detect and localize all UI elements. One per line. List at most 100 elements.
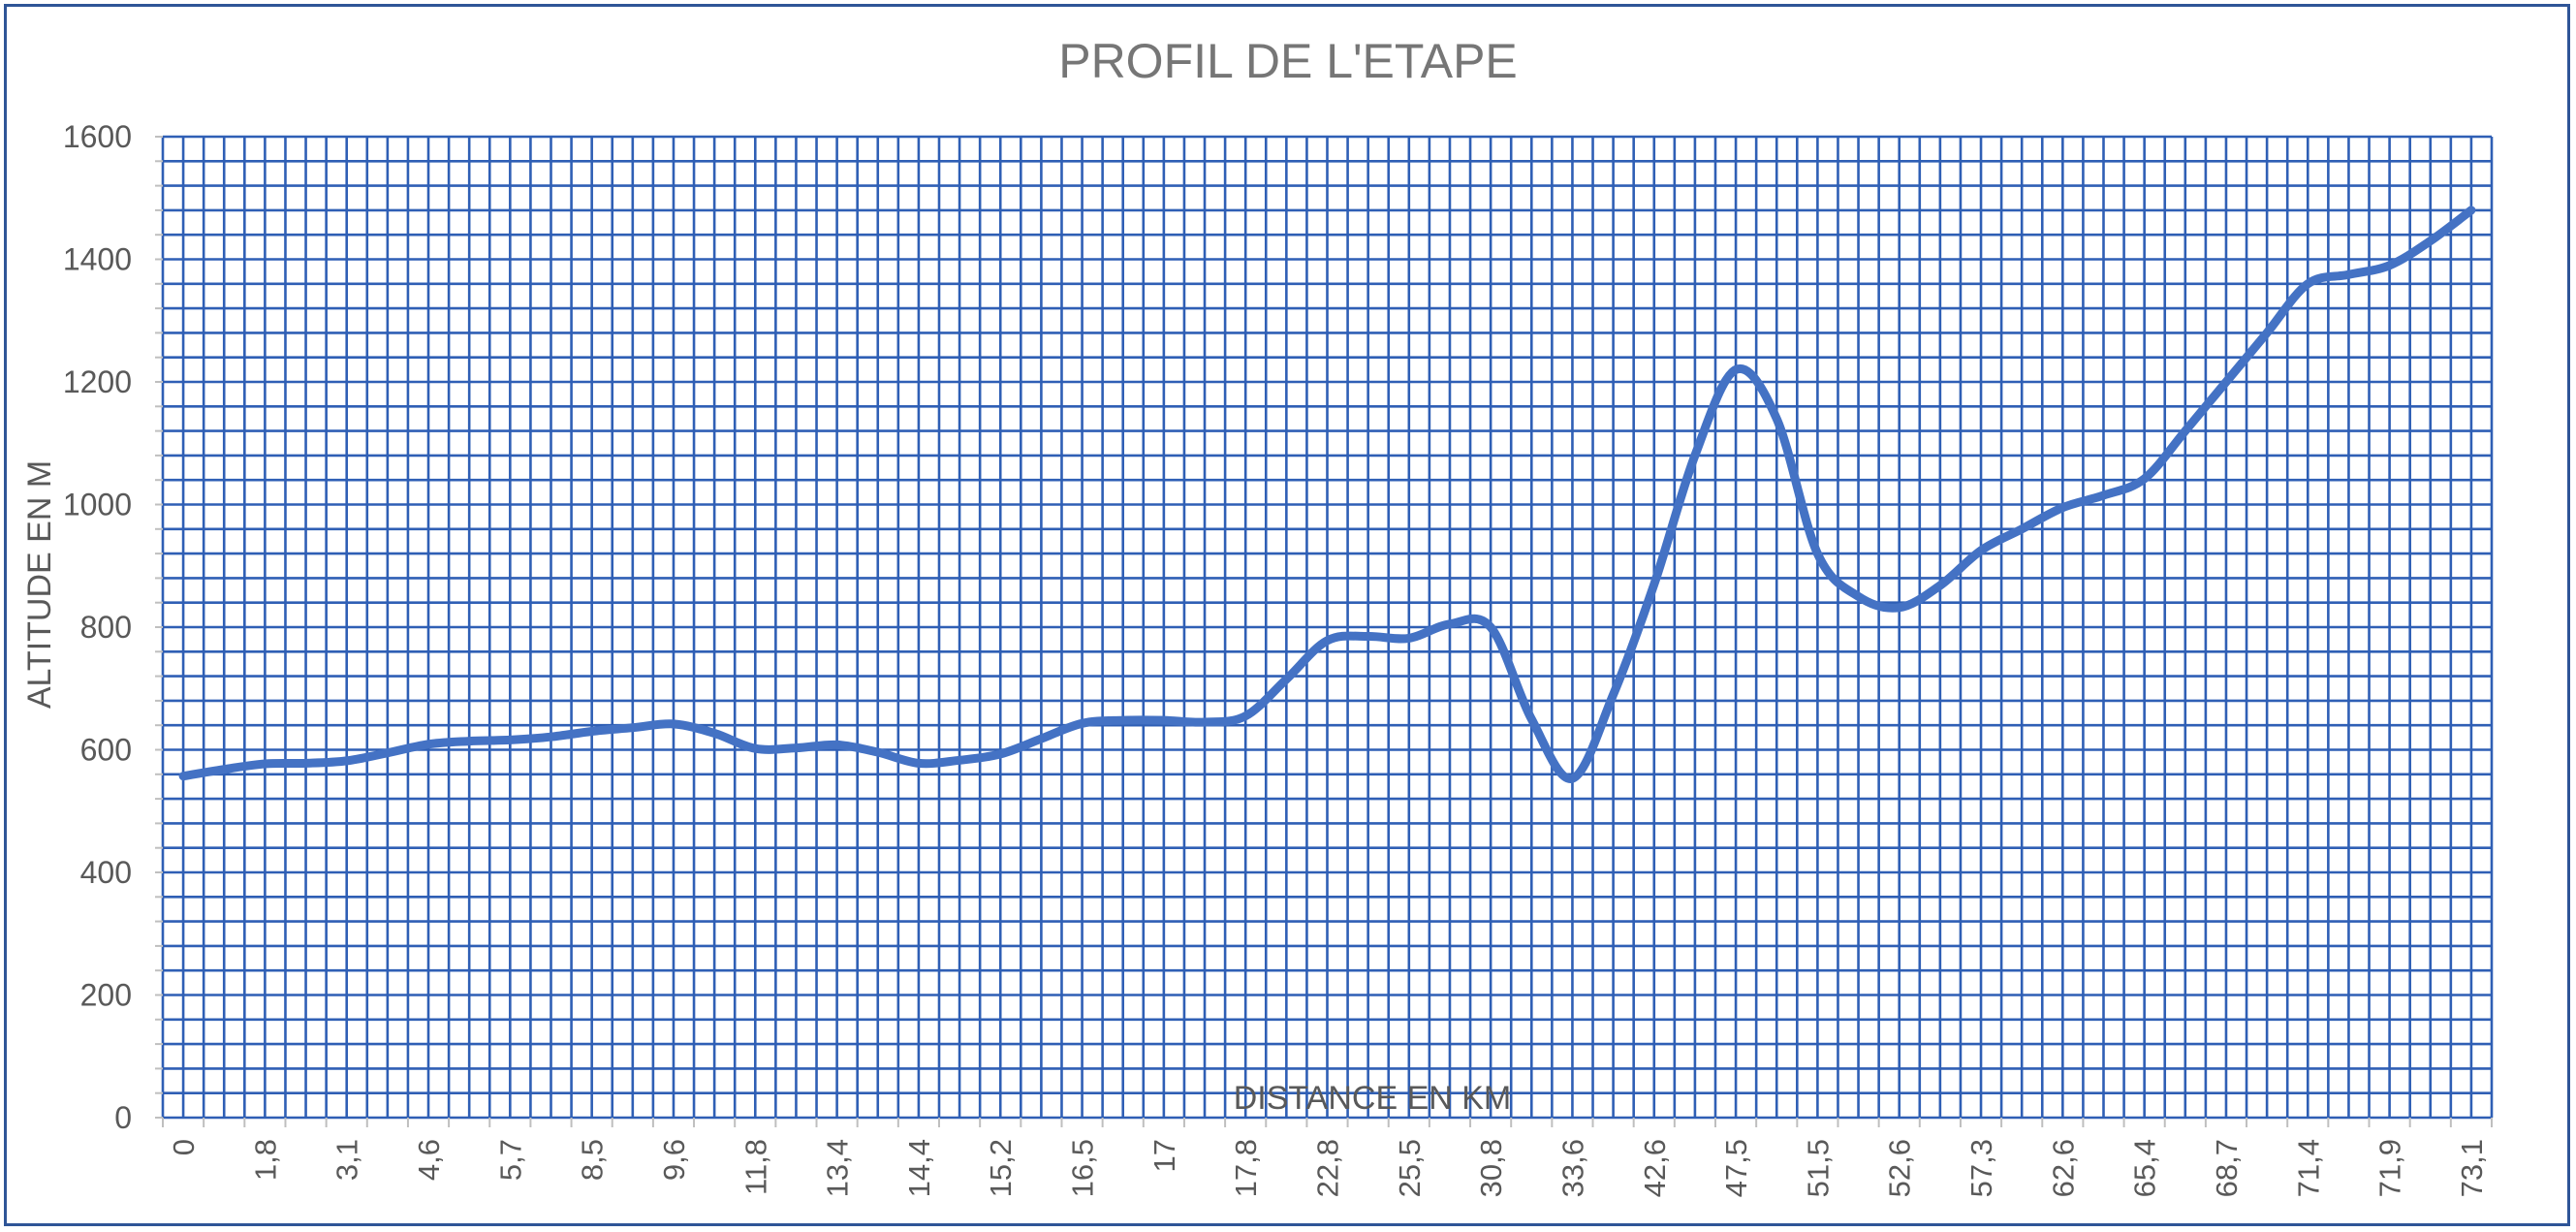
data-point	[220, 766, 228, 774]
x-tick-label: 11,8	[738, 1139, 772, 1195]
x-tick-label: 25,5	[1393, 1139, 1427, 1197]
data-point	[956, 756, 963, 764]
data-point	[1977, 547, 1985, 554]
data-point	[1282, 676, 1290, 683]
x-tick-label: 16,5	[1066, 1139, 1100, 1197]
data-point	[751, 744, 759, 752]
y-tick-label: 1200	[63, 364, 132, 399]
data-point	[1568, 774, 1576, 782]
data-point	[833, 741, 841, 748]
data-point	[2182, 427, 2189, 435]
data-point	[465, 738, 473, 745]
data-point	[1773, 415, 1780, 423]
x-tick-label: 57,3	[1964, 1139, 1998, 1197]
series-line-altitude	[178, 205, 2476, 783]
data-point	[2058, 504, 2066, 512]
x-tick-label: 15,2	[984, 1139, 1018, 1197]
x-tick-label: 14,4	[902, 1139, 936, 1197]
x-tick-label: 1,8	[248, 1139, 282, 1181]
data-point	[2018, 525, 2026, 533]
data-point	[1405, 634, 1413, 642]
data-point	[915, 759, 923, 767]
data-point	[1691, 452, 1699, 459]
x-tick-label: 62,6	[2046, 1139, 2080, 1197]
data-point	[710, 729, 718, 737]
x-tick-label: 22,8	[1311, 1139, 1345, 1197]
data-point	[1936, 582, 1944, 589]
data-point	[548, 733, 555, 741]
y-axis-label: ALTITUDE EN M	[21, 460, 58, 709]
data-point	[2304, 280, 2311, 288]
data-point	[1365, 633, 1372, 641]
x-tick-label: 8,5	[576, 1139, 610, 1181]
y-tick-label: 800	[80, 610, 132, 645]
data-point	[670, 720, 677, 728]
data-point	[506, 736, 514, 743]
y-tick-label: 1400	[63, 242, 132, 277]
data-point	[1813, 550, 1821, 557]
x-tick-label: 68,7	[2210, 1139, 2244, 1197]
data-point	[1855, 592, 1863, 600]
data-point	[343, 757, 351, 765]
data-point	[179, 773, 187, 780]
data-point	[1896, 604, 1903, 612]
data-point	[2222, 378, 2230, 386]
x-tick-label: 47,5	[1719, 1139, 1753, 1197]
data-point	[1610, 691, 1618, 699]
data-point	[1201, 718, 1209, 726]
data-point	[424, 741, 432, 748]
data-point	[1119, 716, 1127, 724]
x-axis-tick-labels: 0 1,8 3,1 4,6 5,7 8,5 9,6 11,8 13,4 14,4 15,2 16,5 1…	[167, 1139, 2489, 1197]
y-tick-label: 0	[114, 1100, 132, 1135]
x-tick-label: 30,8	[1474, 1139, 1508, 1197]
data-point	[2263, 329, 2271, 336]
x-tick-label: 33,6	[1555, 1139, 1589, 1197]
x-tick-label: 42,6	[1638, 1139, 1672, 1197]
data-point	[1324, 637, 1332, 645]
y-tick-label: 200	[80, 978, 132, 1013]
y-tick-label: 400	[80, 855, 132, 890]
data-point	[1241, 712, 1249, 720]
data-point	[874, 748, 882, 756]
x-tick-label: 65,4	[2128, 1139, 2162, 1197]
data-point	[1732, 365, 1740, 373]
data-point	[1037, 735, 1045, 742]
y-tick-label: 1000	[63, 488, 132, 522]
x-tick-label: 51,5	[1801, 1139, 1835, 1197]
data-point	[261, 760, 268, 768]
data-point	[1160, 716, 1168, 724]
gridlines	[155, 135, 2494, 1127]
x-tick-label: 71,4	[2291, 1139, 2325, 1197]
data-point	[1446, 620, 1454, 628]
x-tick-label: 0	[167, 1139, 201, 1155]
data-point	[302, 759, 310, 767]
data-point	[2100, 491, 2108, 499]
x-tick-label: 3,1	[330, 1139, 364, 1181]
data-point	[792, 744, 800, 752]
data-point	[1650, 581, 1658, 588]
x-tick-label: 71,9	[2373, 1139, 2407, 1197]
data-point	[2427, 237, 2435, 245]
y-axis-tick-labels: 0 200 400 600 800 1000 1200 1400 1600	[63, 119, 132, 1135]
x-tick-label: 52,6	[1883, 1139, 1917, 1197]
data-point	[2386, 262, 2394, 269]
x-tick-label: 5,7	[493, 1139, 527, 1181]
data-point	[629, 724, 637, 732]
data-point	[384, 749, 392, 757]
data-point	[588, 728, 596, 736]
x-tick-label: 9,6	[657, 1139, 691, 1181]
y-tick-label: 1600	[63, 119, 132, 154]
data-point	[996, 750, 1004, 758]
x-tick-label: 73,1	[2455, 1139, 2489, 1197]
data-point	[1527, 715, 1535, 723]
chart-title: PROFIL DE L'ETAPE	[1058, 34, 1518, 88]
x-axis-label: DISTANCE EN KM	[1234, 1080, 1512, 1117]
data-point	[2467, 206, 2475, 214]
x-tick-label: 4,6	[412, 1139, 446, 1181]
data-point	[1487, 623, 1494, 631]
x-tick-label: 13,4	[821, 1139, 855, 1197]
data-point	[1079, 719, 1086, 727]
data-point	[2344, 270, 2352, 278]
y-tick-label: 600	[80, 733, 132, 768]
